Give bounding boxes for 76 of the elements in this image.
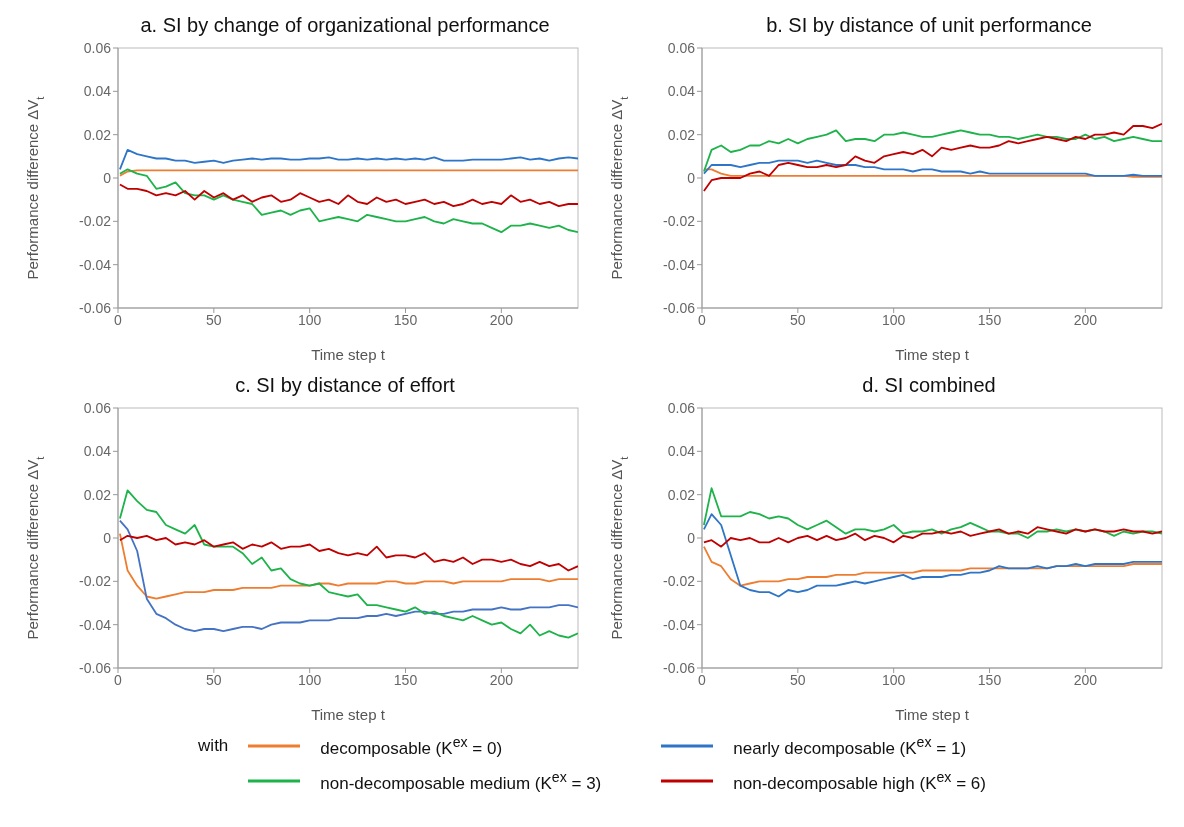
y-tick-label: -0.02 bbox=[79, 573, 112, 590]
y-tick-label: 0.04 bbox=[83, 83, 112, 100]
y-tick-label: -0.04 bbox=[79, 616, 112, 633]
y-tick-label: 0.02 bbox=[83, 486, 112, 503]
y-tick-label: -0.06 bbox=[663, 299, 696, 316]
legend-label: nearly decomposable (K$^{ex}$ = 1) bbox=[733, 734, 967, 759]
x-tick-label: 100 bbox=[881, 671, 906, 688]
line-series bbox=[119, 168, 578, 234]
y-tick-label: -0.02 bbox=[663, 213, 696, 230]
x-tick-label: 0 bbox=[114, 311, 123, 328]
x-tick-label: 50 bbox=[206, 671, 222, 688]
line-series bbox=[703, 545, 1162, 587]
y-tick-label: -0.04 bbox=[663, 256, 696, 273]
y-tick-label: -0.06 bbox=[79, 299, 112, 316]
legend-label: non-decomposable medium (K$^{ex}$ = 3) bbox=[320, 768, 602, 794]
y-tick-label: 0.02 bbox=[667, 126, 696, 143]
x-tick-label: 50 bbox=[790, 311, 806, 328]
line-series bbox=[703, 129, 1162, 173]
y-tick-label: 0.06 bbox=[83, 399, 112, 416]
x-tick-label: 100 bbox=[881, 311, 906, 328]
y-tick-label: 0.04 bbox=[83, 443, 112, 460]
line-series bbox=[119, 148, 578, 171]
y-tick-label: 0 bbox=[687, 169, 696, 186]
y-tick-label: 0.06 bbox=[83, 39, 112, 56]
y-tick-label: 0.02 bbox=[83, 126, 112, 143]
y-tick-label: 0.06 bbox=[667, 399, 696, 416]
chart-title: d. SI combined bbox=[861, 374, 997, 397]
line-series bbox=[703, 526, 1162, 548]
y-tick-label: -0.04 bbox=[663, 616, 696, 633]
y-tick-label: -0.02 bbox=[79, 213, 112, 230]
line-series bbox=[119, 489, 578, 639]
line-series bbox=[119, 534, 578, 572]
line-series bbox=[703, 487, 1162, 539]
x-tick-label: 100 bbox=[297, 311, 322, 328]
y-tick-label: -0.02 bbox=[663, 573, 696, 590]
x-axis-title: Time step t bbox=[895, 346, 970, 363]
x-tick-label: 200 bbox=[1073, 311, 1098, 328]
x-tick-label: 100 bbox=[297, 671, 322, 688]
y-tick-label: 0.02 bbox=[667, 486, 696, 503]
line-series bbox=[119, 183, 578, 208]
chart-title: a. SI by change of organizational performance bbox=[139, 14, 551, 37]
y-tick-label: -0.06 bbox=[663, 659, 696, 676]
legend-label: decomposable (K$^{ex}$ = 0) bbox=[320, 734, 503, 759]
x-tick-label: 150 bbox=[393, 311, 418, 328]
line-series bbox=[703, 122, 1162, 192]
line-series bbox=[703, 513, 1162, 598]
y-tick-label: -0.04 bbox=[79, 256, 112, 273]
x-axis-title: Time step t bbox=[311, 706, 386, 723]
x-tick-label: 150 bbox=[977, 311, 1002, 328]
x-axis-title: Time step t bbox=[311, 346, 386, 363]
x-tick-label: 50 bbox=[206, 311, 222, 328]
x-tick-label: 150 bbox=[393, 671, 418, 688]
x-tick-label: 0 bbox=[114, 671, 123, 688]
chart-title: b. SI by distance of unit performance bbox=[765, 14, 1093, 37]
x-tick-label: 200 bbox=[489, 671, 514, 688]
x-tick-label: 50 bbox=[790, 671, 806, 688]
line-series bbox=[119, 519, 578, 633]
x-tick-label: 200 bbox=[1073, 671, 1098, 688]
y-tick-label: 0.04 bbox=[667, 83, 696, 100]
y-tick-label: 0 bbox=[103, 529, 112, 546]
legend-label: non-decomposable high (K$^{ex}$ = 6) bbox=[733, 768, 986, 794]
y-tick-label: -0.06 bbox=[79, 659, 112, 676]
chart-title: c. SI by distance of effort bbox=[234, 374, 456, 397]
y-tick-label: 0 bbox=[103, 169, 112, 186]
y-tick-label: 0.04 bbox=[667, 443, 696, 460]
line-series bbox=[119, 532, 578, 600]
legend-title: with bbox=[198, 735, 229, 756]
x-tick-label: 0 bbox=[698, 311, 707, 328]
line-series bbox=[703, 168, 1162, 178]
y-tick-label: 0.06 bbox=[667, 39, 696, 56]
line-series bbox=[703, 159, 1162, 177]
x-tick-label: 150 bbox=[977, 671, 1002, 688]
x-axis-title: Time step t bbox=[895, 706, 970, 723]
x-tick-label: 0 bbox=[698, 671, 707, 688]
x-tick-label: 200 bbox=[489, 311, 514, 328]
y-tick-label: 0 bbox=[687, 529, 696, 546]
